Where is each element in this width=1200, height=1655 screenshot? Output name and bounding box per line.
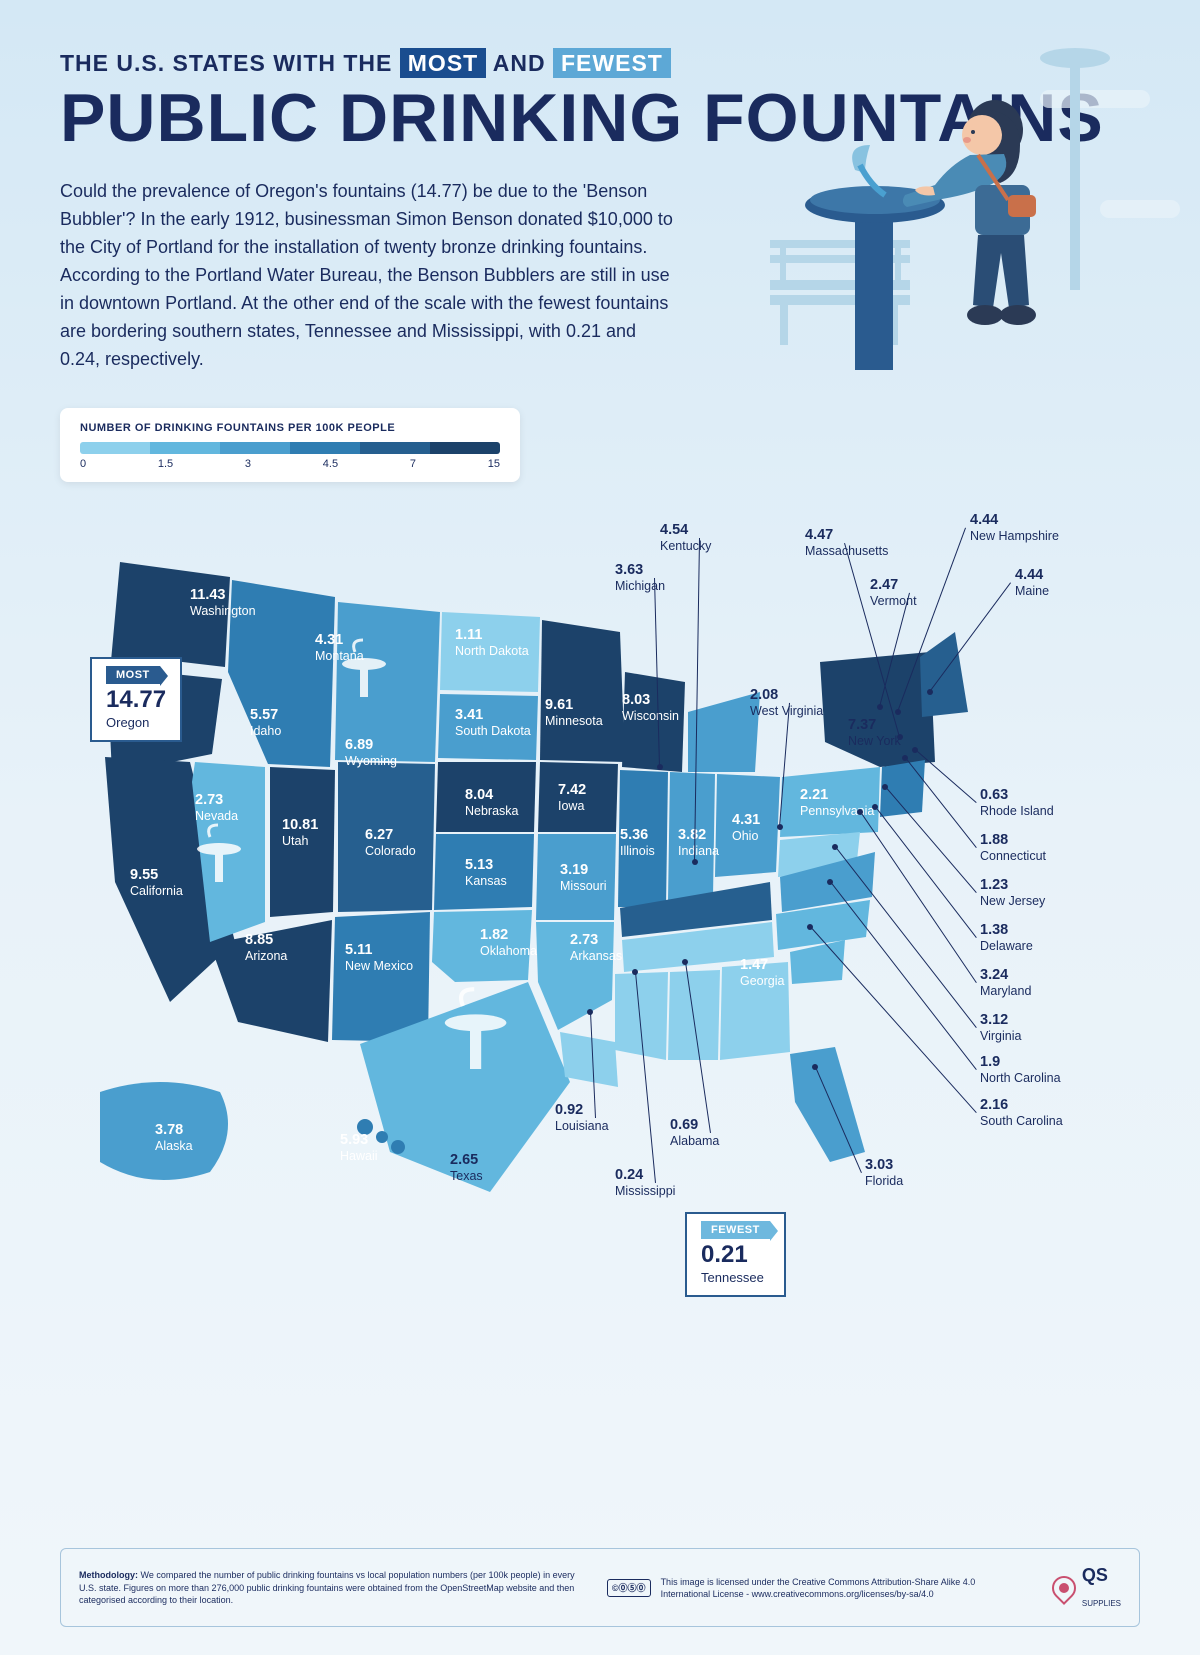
callout-label: 4.54Kentucky [660,522,711,555]
methodology-text: Methodology: We compared the number of p… [79,1569,577,1605]
footer: Methodology: We compared the number of p… [60,1548,1140,1627]
drop-icon [1047,1571,1081,1605]
badge-value: 0.21 [701,1241,770,1269]
brand-logo: QS SUPPLIES [1052,1563,1121,1612]
badge-tag: MOST [106,666,160,684]
callout-label: 4.44New Hampshire [970,512,1059,545]
callout-label: 2.08West Virginia [750,687,823,720]
fountain-illustration [760,40,1140,400]
callout-label: 0.24Mississippi [615,1167,675,1200]
pretitle-text: THE U.S. STATES WITH THE [60,50,392,76]
legend-bar [80,442,500,454]
license-text: This image is licensed under the Creativ… [661,1576,1022,1600]
brand-name: QS [1082,1565,1108,1585]
intro-paragraph: Could the prevalence of Oregon's fountai… [60,178,680,373]
callout-label: 2.16South Carolina [980,1097,1063,1130]
pretitle-and: AND [493,50,546,76]
badge-fewest: FEWEST 0.21 Tennessee [685,1212,786,1297]
map-area: 11.43Washington4.31Montana1.11North Dako… [60,512,1140,1412]
state-label: 7.37New York [848,717,901,750]
legend-title: NUMBER OF DRINKING FOUNTAINS PER 100K PE… [80,422,500,434]
callout-label: 3.24Maryland [980,967,1031,1000]
license-block: ©⓪⑤⓪ This image is licensed under the Cr… [607,1576,1022,1600]
callout-label: 1.9North Carolina [980,1054,1061,1087]
cc-icon: ©⓪⑤⓪ [607,1579,651,1597]
brand-sub: SUPPLIES [1082,1599,1121,1608]
highlight-fewest: FEWEST [553,48,671,78]
state-label: 2.65Texas [450,1152,483,1185]
highlight-most: MOST [400,48,486,78]
callout-label: 0.63Rhode Island [980,787,1054,820]
badge-value: 14.77 [106,686,166,714]
callout-label: 4.44Maine [1015,567,1049,600]
callout-label: 3.03Florida [865,1157,903,1190]
callout-label: 0.92Louisiana [555,1102,609,1135]
us-map [60,512,1140,1412]
callout-label: 3.63Michigan [615,562,665,595]
callout-label: 0.69Alabama [670,1117,719,1150]
legend: NUMBER OF DRINKING FOUNTAINS PER 100K PE… [60,408,520,482]
callout-label: 1.88Connecticut [980,832,1046,865]
badge-most: MOST 14.77 Oregon [90,657,182,742]
legend-ticks: 01.534.5715 [80,458,500,470]
badge-name: Oregon [106,715,149,730]
badge-tag: FEWEST [701,1221,770,1239]
callout-label: 1.23New Jersey [980,877,1045,910]
badge-name: Tennessee [701,1270,764,1285]
callout-label: 1.38Delaware [980,922,1033,955]
callout-label: 3.12Virginia [980,1012,1021,1045]
